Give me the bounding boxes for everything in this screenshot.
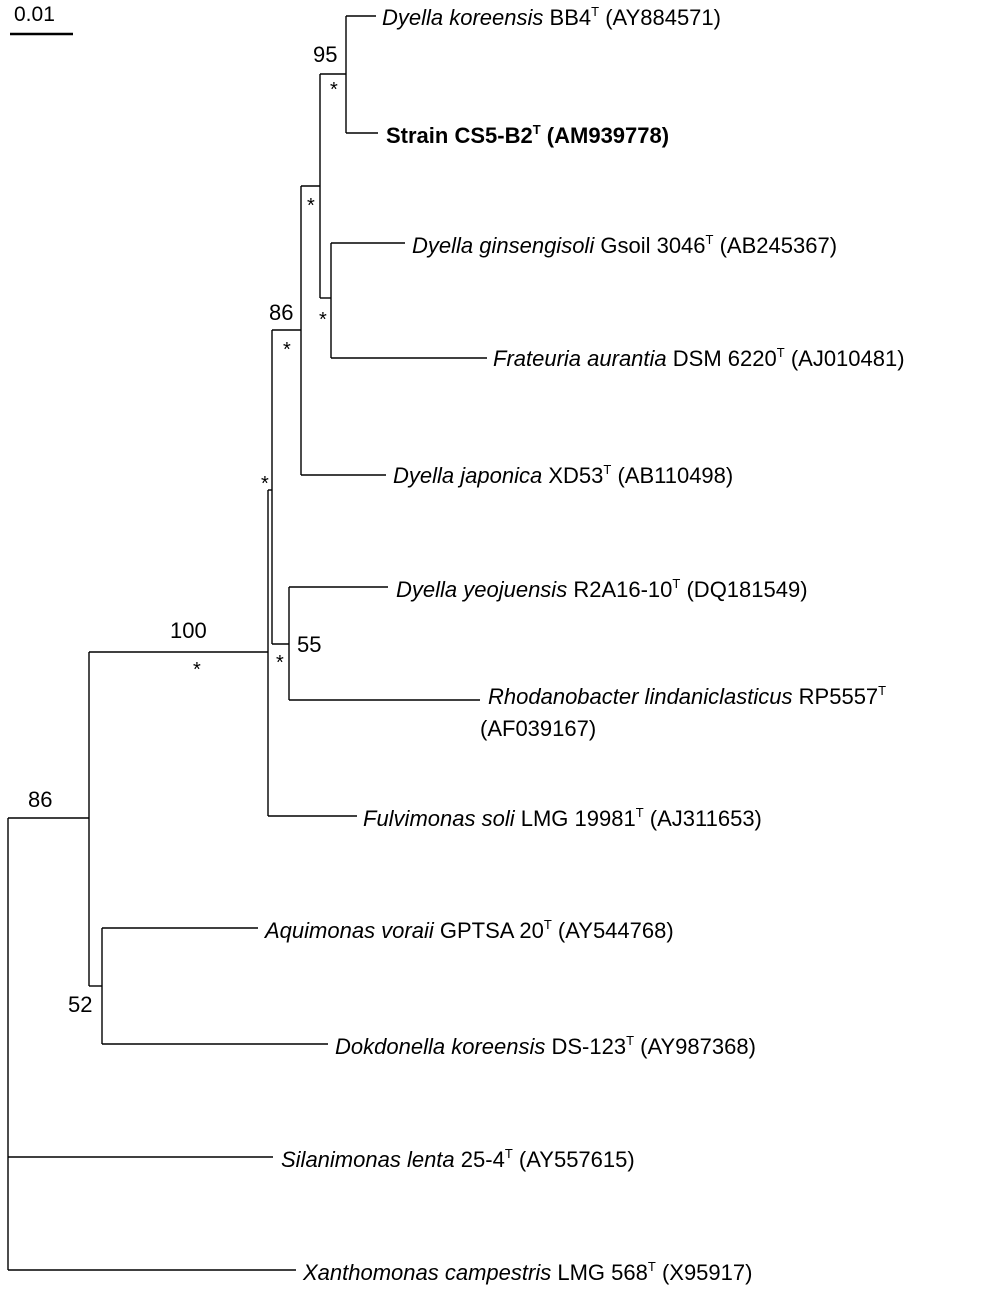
node-marker: *: [261, 473, 269, 495]
node-marker: *: [193, 659, 201, 681]
taxon-label: Aquimonas voraii GPTSA 20T (AY544768): [265, 917, 674, 943]
node-marker: *: [319, 309, 327, 331]
taxon-label: Fulvimonas soli LMG 19981T (AJ311653): [363, 805, 762, 831]
taxon-label-highlighted: Strain CS5-B2T (AM939778): [386, 122, 670, 148]
node-marker: *: [283, 339, 291, 361]
taxon-label: Rhodanobacter lindaniclasticus RP5557T: [488, 683, 887, 709]
scale-bar-label: 0.01: [14, 3, 55, 26]
bootstrap-value: 52: [68, 992, 93, 1017]
bootstrap-value: 86: [269, 300, 294, 325]
taxon-accession-wrapped: (AF039167): [480, 716, 597, 741]
bootstrap-value: 95: [313, 42, 338, 67]
taxon-label: Dyella japonica XD53T (AB110498): [393, 462, 734, 488]
taxon-label: Xanthomonas campestris LMG 568T (X95917): [303, 1259, 753, 1285]
node-marker: *: [307, 195, 315, 217]
node-marker: *: [330, 79, 338, 101]
taxon-label: Dyella yeojuensis R2A16-10T (DQ181549): [396, 576, 808, 602]
taxon-label: Dyella koreensis BB4T (AY884571): [382, 4, 721, 30]
bootstrap-value: 55: [297, 632, 322, 657]
taxon-label: Silanimonas lenta 25-4T (AY557615): [281, 1146, 635, 1172]
bootstrap-value: 86: [28, 787, 53, 812]
taxon-label: Dokdonella koreensis DS-123T (AY987368): [335, 1033, 756, 1059]
node-marker: *: [276, 652, 284, 674]
taxon-label: Frateuria aurantia DSM 6220T (AJ010481): [493, 345, 905, 371]
bootstrap-value: 100: [170, 618, 207, 643]
taxon-label: Dyella ginsengisoli Gsoil 3046T (AB24536…: [412, 232, 838, 258]
